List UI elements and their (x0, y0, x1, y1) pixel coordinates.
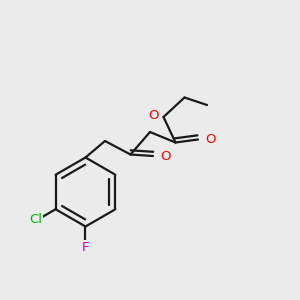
Text: Cl: Cl (29, 213, 42, 226)
Text: F: F (82, 241, 89, 254)
Text: O: O (206, 133, 216, 146)
Text: O: O (160, 149, 171, 163)
Text: O: O (148, 109, 159, 122)
